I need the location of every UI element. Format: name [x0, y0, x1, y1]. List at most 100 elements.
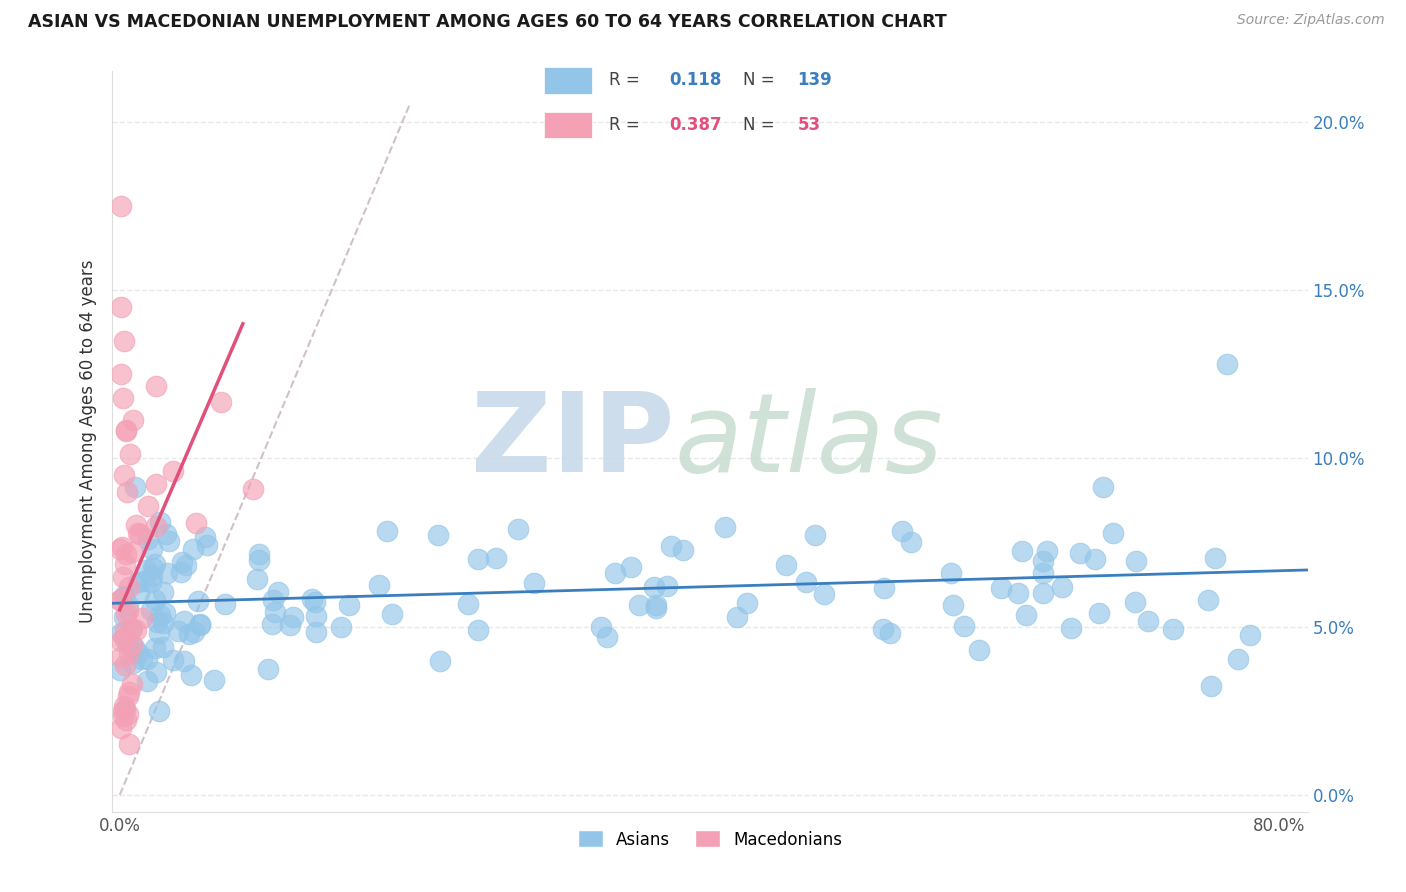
Point — [1032, 566, 1054, 580]
Point — [426, 528, 449, 542]
Point — [714, 519, 737, 533]
Point — [246, 573, 269, 587]
Point — [193, 530, 215, 544]
Point — [1136, 614, 1159, 628]
Point — [149, 607, 172, 622]
Point — [183, 624, 205, 639]
Point — [775, 558, 797, 572]
Point — [804, 528, 827, 542]
Point — [139, 574, 162, 589]
Point — [110, 633, 132, 648]
Point — [118, 447, 141, 461]
Point — [429, 654, 451, 668]
Point — [114, 558, 136, 572]
FancyBboxPatch shape — [544, 112, 592, 138]
Point — [1088, 606, 1111, 620]
Text: R =: R = — [609, 116, 640, 134]
Text: N =: N = — [744, 116, 775, 134]
Point — [143, 640, 166, 655]
Point — [467, 623, 489, 637]
Point — [180, 668, 202, 682]
Text: N =: N = — [744, 71, 775, 89]
Point — [209, 395, 232, 409]
Point — [149, 515, 172, 529]
Point — [173, 614, 195, 628]
Point — [112, 631, 135, 645]
Point — [112, 609, 135, 624]
Text: 0.118: 0.118 — [669, 71, 721, 89]
Point — [108, 592, 131, 607]
Point — [381, 607, 404, 621]
Point — [1216, 357, 1239, 371]
Point — [110, 649, 132, 664]
Point — [628, 598, 651, 612]
Point — [655, 579, 678, 593]
Point — [183, 541, 205, 556]
Point — [187, 593, 209, 607]
Point — [117, 599, 139, 613]
Point — [114, 607, 136, 622]
Point — [214, 597, 236, 611]
Point — [305, 624, 328, 639]
Point — [157, 534, 180, 549]
Point — [368, 577, 391, 591]
Point — [114, 624, 136, 638]
Point — [247, 547, 270, 561]
Point — [506, 522, 529, 536]
Point — [167, 624, 190, 638]
Point — [301, 592, 323, 607]
Point — [900, 534, 922, 549]
Point — [304, 594, 326, 608]
Point — [170, 565, 193, 579]
Point — [141, 569, 163, 583]
Point — [143, 593, 166, 607]
Point — [122, 656, 145, 670]
Point — [659, 539, 682, 553]
Point — [1050, 580, 1073, 594]
Point — [725, 610, 748, 624]
Point — [890, 524, 912, 538]
Point — [457, 598, 479, 612]
Point — [139, 603, 162, 617]
Point — [170, 556, 193, 570]
Point — [1197, 593, 1219, 607]
Point — [337, 598, 360, 612]
Point — [120, 621, 142, 635]
Point — [942, 598, 965, 612]
Point — [879, 626, 901, 640]
Point — [121, 623, 143, 637]
Point — [1032, 554, 1054, 568]
Point — [969, 643, 991, 657]
Point — [329, 620, 352, 634]
Point — [242, 482, 264, 496]
Point — [1036, 543, 1059, 558]
Y-axis label: Unemployment Among Ages 60 to 64 years: Unemployment Among Ages 60 to 64 years — [79, 260, 97, 624]
Point — [148, 704, 170, 718]
Point — [188, 618, 211, 632]
Point — [155, 527, 177, 541]
Point — [114, 547, 136, 561]
Point — [202, 673, 225, 688]
Point — [136, 500, 159, 514]
Point — [1069, 547, 1091, 561]
Point — [145, 477, 167, 491]
Point — [112, 468, 135, 483]
Point — [118, 580, 141, 594]
Text: R =: R = — [609, 71, 640, 89]
Point — [118, 646, 141, 660]
Point — [257, 662, 280, 676]
Point — [117, 706, 139, 721]
Point — [645, 598, 668, 612]
Text: 139: 139 — [797, 71, 832, 89]
Point — [672, 543, 695, 558]
Point — [114, 702, 136, 716]
Point — [128, 527, 150, 541]
Point — [112, 698, 135, 713]
Point — [131, 652, 153, 666]
Point — [125, 517, 148, 532]
Point — [1199, 679, 1222, 693]
Point — [188, 617, 211, 632]
Point — [177, 627, 200, 641]
Point — [114, 425, 136, 439]
Point — [260, 617, 283, 632]
